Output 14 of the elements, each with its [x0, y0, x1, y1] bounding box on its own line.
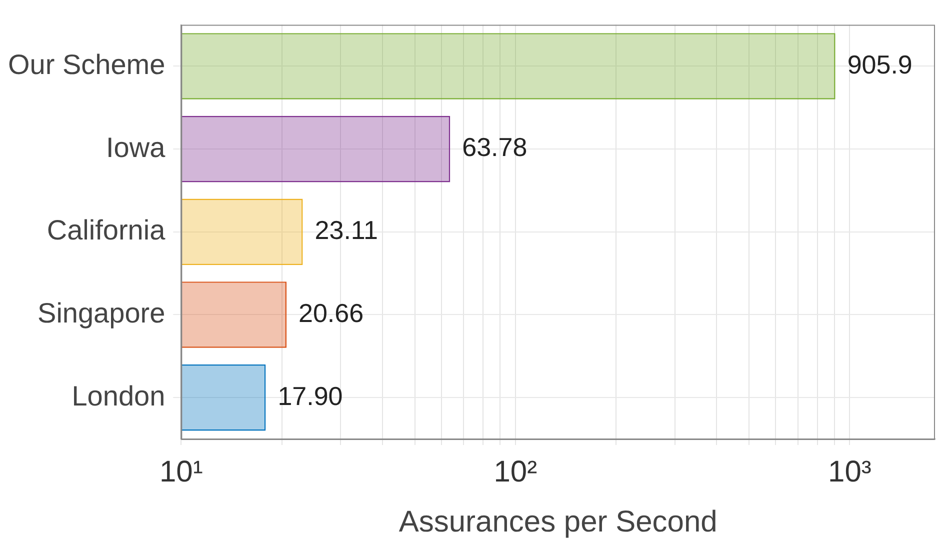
x-axis-title: Assurances per Second [398, 505, 718, 538]
data-label: 17.90 [278, 380, 343, 411]
y-tick-label: London [72, 380, 166, 412]
y-tick-label: California [46, 214, 166, 246]
x-tick-label: 10² [494, 455, 538, 488]
data-label: 20.66 [298, 298, 364, 328]
data-label: 63.78 [462, 132, 528, 162]
y-tick-label: Singapore [38, 297, 166, 328]
x-tick-label: 10³ [828, 455, 872, 488]
y-tick-label: Iowa [106, 132, 166, 163]
data-label: 905.9 [847, 49, 912, 80]
x-tick-label: 10¹ [159, 455, 203, 488]
data-label: 23.11 [314, 215, 378, 246]
y-tick-label: Our Scheme [8, 48, 166, 80]
